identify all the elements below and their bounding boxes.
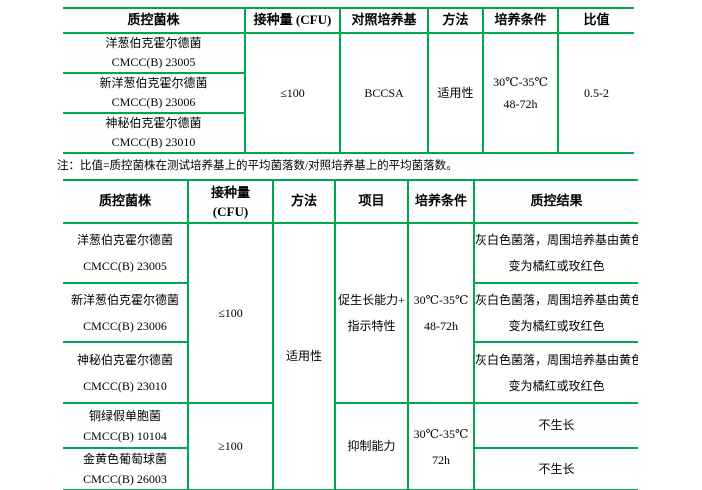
item-cell: 抑制能力 [334, 402, 409, 490]
condition-temp: 30℃-35℃ [493, 75, 548, 89]
result-line2: 变为橘红或玫红色 [508, 318, 605, 333]
strain-name: 新洋葱伯克霍尔德菌 [70, 292, 179, 307]
table1-header-strain: 质控菌株 [63, 7, 246, 34]
strain-code: CMCC(B) 26003 [83, 472, 167, 486]
table2-header-method: 方法 [272, 179, 336, 224]
condition-time: 48-72h [503, 97, 538, 111]
strain-code: CMCC(B) 23006 [83, 318, 167, 333]
strain-code: CMCC(B) 10104 [83, 428, 167, 443]
table-control-medium: 质控菌株 接种量 (CFU) 对照培养基 方法 培养条件 比值 洋葱伯克霍尔德菌… [63, 7, 634, 154]
table2-header-result: 质控结果 [473, 179, 638, 224]
result-cell: 不生长 [473, 402, 638, 449]
condition-temp: 30℃-35℃ [413, 293, 469, 307]
result-line2: 变为橘红或玫红色 [508, 259, 605, 273]
strain-name: 洋葱伯克霍尔德菌 [105, 36, 202, 50]
table2-row: 神秘伯克霍尔德菌 CMCC(B) 23010 灰白色菌落，周围培养基由黄色 变为… [63, 341, 638, 404]
table1-header-inoculum: 接种量 (CFU) [244, 7, 341, 34]
control-medium-cell: BCCSA [339, 32, 429, 154]
table2-row: 铜绿假单胞菌 CMCC(B) 10104 ≥100 抑制能力 30℃-35℃ 7… [63, 402, 638, 490]
method-cell: 适用性 [427, 32, 484, 154]
inoculum-cell: ≥100 [187, 402, 274, 490]
strain-cell: 铜绿假单胞菌 CMCC(B) 10104 [63, 402, 189, 449]
strain-cell: 洋葱伯克霍尔德菌 CMCC(B) 23005 [63, 222, 189, 284]
table1-header-method: 方法 [427, 7, 484, 34]
result-cell: 灰白色菌落，周围培养基由黄色 变为橘红或玫红色 [473, 341, 638, 404]
strain-cell: 新洋葱伯克霍尔德菌 CMCC(B) 23006 [63, 72, 246, 114]
table2-header-inoculum-line2: (CFU) [212, 203, 249, 219]
strain-code: CMCC(B) 23005 [83, 259, 167, 273]
table1-header-ratio: 比值 [557, 7, 634, 34]
condition-cell: 30℃-35℃ 48-72h [482, 32, 559, 154]
strain-name: 新洋葱伯克霍尔德菌 [99, 76, 208, 90]
table2-header-inoculum-line1: 接种量 [210, 184, 250, 200]
item-cell: 促生长能力+ 指示特性 [334, 222, 409, 404]
condition-time: 48-72h [424, 319, 458, 333]
strain-name: 神秘伯克霍尔德菌 [105, 116, 202, 130]
result-line2: 变为橘红或玫红色 [508, 378, 605, 393]
table2-header-condition: 培养条件 [407, 179, 475, 224]
table1-header-control-medium: 对照培养基 [339, 7, 429, 34]
strain-code: CMCC(B) 23010 [83, 378, 167, 393]
item-line1: 促生长能力+ [338, 293, 405, 307]
result-cell: 灰白色菌落，周围培养基由黄色 变为橘红或玫红色 [473, 222, 638, 284]
result-line1: 灰白色菌落，周围培养基由黄色 [475, 233, 638, 247]
result-cell: 灰白色菌落，周围培养基由黄色 变为橘红或玫红色 [473, 282, 638, 343]
table1-header-row: 质控菌株 接种量 (CFU) 对照培养基 方法 培养条件 比值 [63, 7, 634, 34]
table2-header-inoculum: 接种量 (CFU) [187, 179, 274, 224]
strain-code: CMCC(B) 23006 [111, 95, 196, 109]
ratio-cell: 0.5-2 [557, 32, 634, 154]
method-cell: 适用性 [272, 222, 336, 490]
table1-row: 神秘伯克霍尔德菌 CMCC(B) 23010 [63, 112, 634, 154]
ratio-definition-note: 注：比值=质控菌株在测试培养基上的平均菌落数/对照培养基上的平均菌落数。 [57, 160, 458, 172]
result-cell: 不生长 [473, 447, 638, 490]
strain-code: CMCC(B) 23005 [111, 55, 196, 69]
table2-header-item: 项目 [334, 179, 409, 224]
condition-cell: 30℃-35℃ 48-72h [407, 222, 475, 404]
strain-name: 金黄色葡萄球菌 [82, 452, 167, 466]
strain-cell: 洋葱伯克霍尔德菌 CMCC(B) 23005 [63, 32, 246, 74]
condition-temp: 30℃-35℃ [413, 426, 469, 441]
result-line1: 灰白色菌落，周围培养基由黄色 [475, 292, 638, 307]
strain-cell: 神秘伯克霍尔德菌 CMCC(B) 23010 [63, 341, 189, 404]
strain-cell: 神秘伯克霍尔德菌 CMCC(B) 23010 [63, 112, 246, 154]
strain-name: 铜绿假单胞菌 [88, 408, 161, 423]
inoculum-cell: ≤100 [187, 222, 274, 404]
condition-time: 72h [432, 452, 450, 467]
table1-row: 洋葱伯克霍尔德菌 CMCC(B) 23005 ≤100 BCCSA 适用性 30… [63, 32, 634, 154]
table2-header-row: 质控菌株 接种量 (CFU) 方法 项目 培养条件 质控结果 [63, 179, 638, 224]
condition-cell: 30℃-35℃ 72h [407, 402, 475, 490]
table2-header-strain: 质控菌株 [63, 179, 189, 224]
item-line2: 指示特性 [347, 319, 396, 333]
strain-name: 神秘伯克霍尔德菌 [76, 352, 173, 367]
result-line1: 灰白色菌落，周围培养基由黄色 [475, 352, 638, 367]
inoculum-cell: ≤100 [244, 32, 341, 154]
strain-code: CMCC(B) 23010 [111, 135, 196, 149]
table2-row: 金黄色葡萄球菌 CMCC(B) 26003 不生长 [63, 447, 638, 490]
strain-name: 洋葱伯克霍尔德菌 [76, 233, 173, 247]
table1-header-condition: 培养条件 [482, 7, 559, 34]
table-qc-result: 质控菌株 接种量 (CFU) 方法 项目 培养条件 质控结果 洋葱伯克霍尔德菌 … [63, 179, 638, 490]
strain-cell: 新洋葱伯克霍尔德菌 CMCC(B) 23006 [63, 282, 189, 343]
table1-row: 新洋葱伯克霍尔德菌 CMCC(B) 23006 [63, 72, 634, 114]
strain-cell: 金黄色葡萄球菌 CMCC(B) 26003 [63, 447, 189, 490]
table2-row: 洋葱伯克霍尔德菌 CMCC(B) 23005 ≤100 适用性 促生长能力+ 指… [63, 222, 638, 490]
table2-row: 新洋葱伯克霍尔德菌 CMCC(B) 23006 灰白色菌落，周围培养基由黄色 变… [63, 282, 638, 343]
